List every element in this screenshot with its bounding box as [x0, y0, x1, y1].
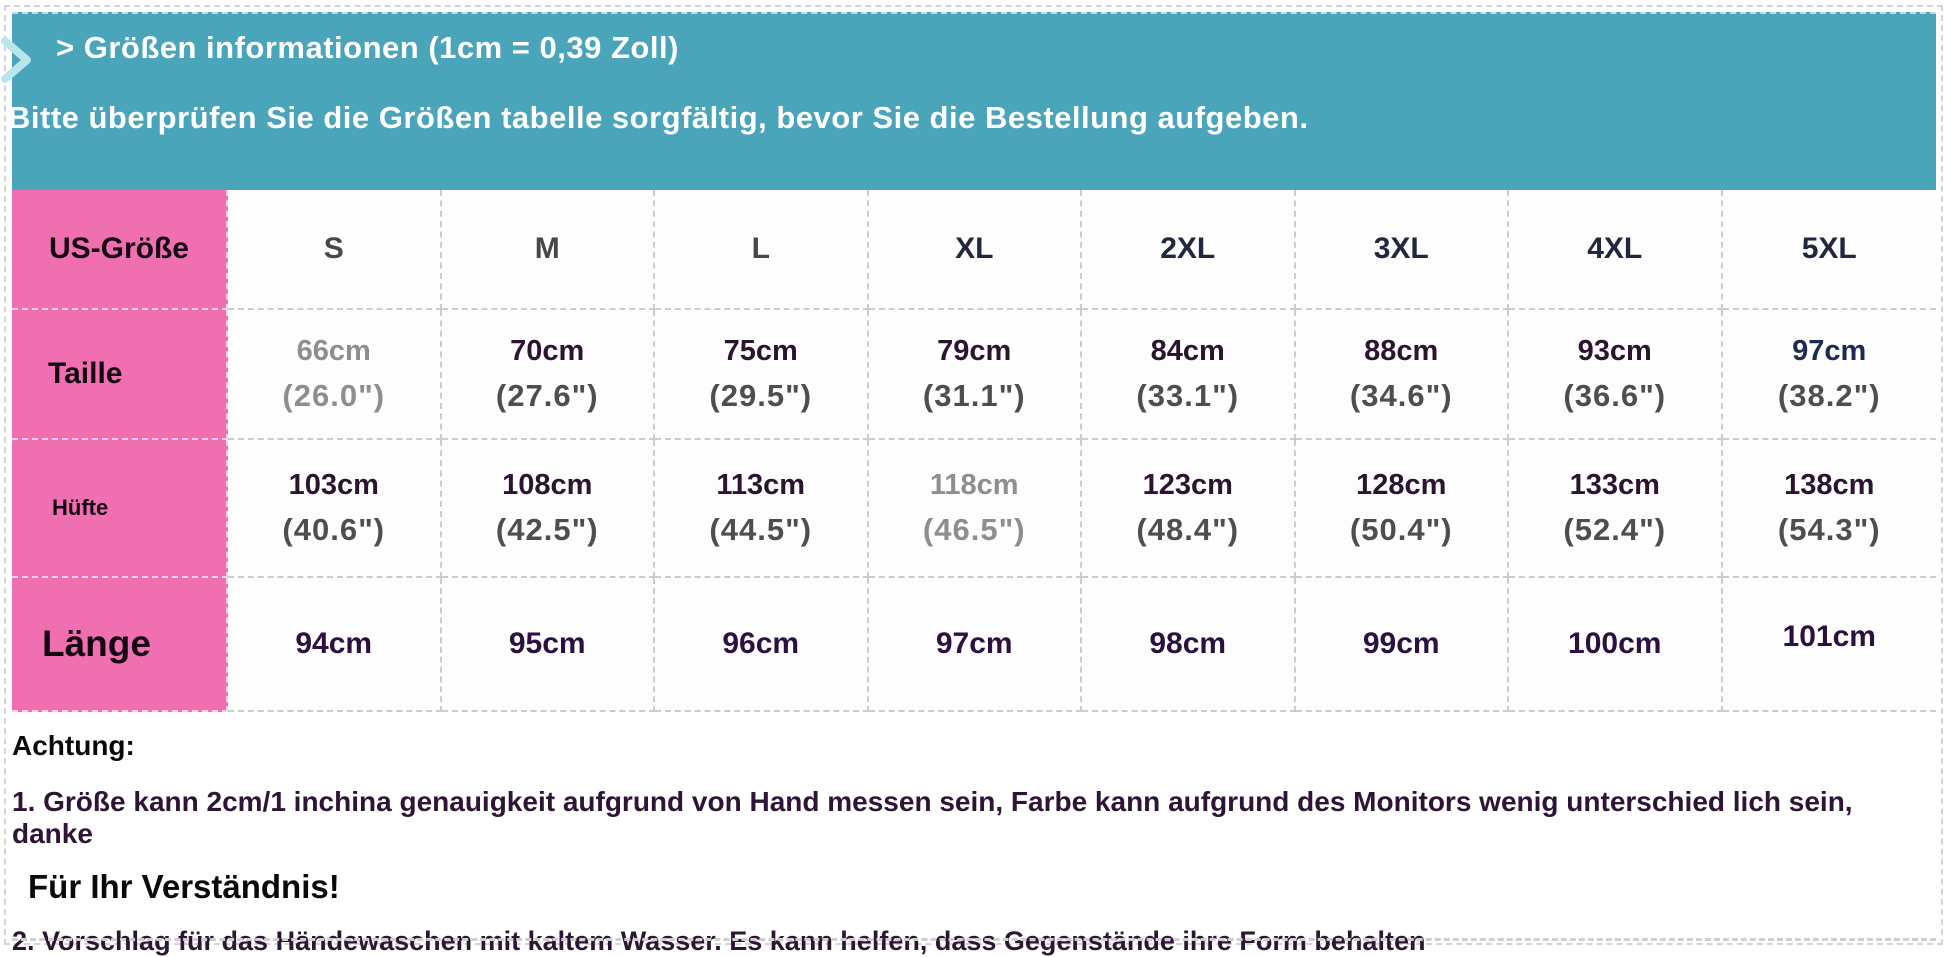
waist-inch: (38.2") — [1777, 377, 1881, 413]
notes-heading: Achtung: — [12, 730, 135, 761]
row-label-length: Länge — [12, 578, 228, 712]
hip-cm: 128cm — [1356, 468, 1447, 501]
waist-cm: 75cm — [723, 334, 798, 367]
waist-inch: (36.6") — [1563, 377, 1667, 413]
length-cm: 100cm — [1568, 627, 1662, 660]
waist-inch: (31.1") — [922, 377, 1026, 413]
waist-cell: 79cm (31.1") — [868, 310, 1082, 440]
length-cm: 98cm — [1149, 627, 1227, 660]
waist-cm: 79cm — [937, 334, 1012, 367]
waist-cell: 97cm (38.2") — [1722, 310, 1936, 440]
hip-cell: 138cm (54.3") — [1722, 440, 1936, 578]
hip-inch: (52.4") — [1563, 511, 1667, 547]
length-cm: 95cm — [508, 627, 586, 660]
corner-header: US-Größe — [12, 190, 228, 310]
hip-inch: (50.4") — [1349, 511, 1453, 547]
length-cell: 100cm — [1509, 578, 1723, 712]
length-cm: 101cm — [1782, 620, 1876, 653]
length-cell: 97cm — [868, 578, 1082, 712]
hip-cell: 123cm (48.4") — [1082, 440, 1296, 578]
size-header: 2XL — [1082, 190, 1296, 310]
waist-inch: (29.5") — [709, 377, 813, 413]
hip-cell: 103cm (40.6") — [228, 440, 442, 578]
length-cell: 95cm — [441, 578, 655, 712]
banner-title: > Größen informationen (1cm = 0,39 Zoll) — [56, 30, 679, 65]
hip-cell: 133cm (52.4") — [1509, 440, 1723, 578]
waist-inch: (34.6") — [1349, 377, 1453, 413]
size-header: 4XL — [1509, 190, 1723, 310]
waist-cell: 93cm (36.6") — [1509, 310, 1723, 440]
size-header: XL — [868, 190, 1082, 310]
hip-inch: (54.3") — [1777, 511, 1881, 547]
waist-inch: (26.0") — [282, 377, 386, 413]
hip-inch: (48.4") — [1136, 511, 1240, 547]
hip-cm: 123cm — [1142, 468, 1233, 501]
length-cm: 96cm — [722, 627, 800, 660]
hip-cm: 103cm — [288, 468, 379, 501]
size-table: US-Größe S M L XL 2XL 3XL 4XL 5XL Taille… — [12, 190, 1936, 712]
hip-inch: (42.5") — [495, 511, 599, 547]
length-cm: 94cm — [295, 627, 373, 660]
note-2: 2. Vorschlag für das Händewaschen mit ka… — [12, 926, 1426, 956]
size-header: S — [228, 190, 442, 310]
hip-cm: 108cm — [502, 468, 593, 501]
length-cm: 99cm — [1362, 627, 1440, 660]
length-cm: 97cm — [935, 627, 1013, 660]
waist-inch: (33.1") — [1136, 377, 1240, 413]
banner-subtitle: Bitte überprüfen Sie die Größen tabelle … — [8, 100, 1309, 135]
size-header: 5XL — [1722, 190, 1936, 310]
length-cell: 98cm — [1082, 578, 1296, 712]
length-cell: 101cm — [1722, 578, 1936, 712]
hip-cm: 138cm — [1784, 468, 1875, 501]
hip-inch: (40.6") — [282, 511, 386, 547]
waist-cm: 97cm — [1792, 334, 1867, 367]
hip-cell: 113cm (44.5") — [655, 440, 869, 578]
hip-inch: (44.5") — [709, 511, 813, 547]
hip-cm: 133cm — [1569, 468, 1660, 501]
row-label-hip: Hüfte — [12, 440, 228, 578]
waist-cell: 70cm (27.6") — [441, 310, 655, 440]
notes-section: Achtung: 1. Größe kann 2cm/1 inchina gen… — [12, 712, 1936, 957]
waist-cm: 84cm — [1150, 334, 1225, 367]
waist-cm: 93cm — [1577, 334, 1652, 367]
hip-cell: 108cm (42.5") — [441, 440, 655, 578]
note-emphasis: Für Ihr Verständnis! — [28, 868, 340, 905]
length-cell: 99cm — [1295, 578, 1509, 712]
bottom-divider — [12, 938, 1936, 941]
hip-inch: (46.5") — [922, 511, 1026, 547]
waist-inch: (27.6") — [495, 377, 599, 413]
note-1: 1. Größe kann 2cm/1 inchina genauigkeit … — [12, 786, 1853, 849]
size-header: M — [441, 190, 655, 310]
hip-cm: 113cm — [716, 468, 806, 501]
waist-cm: 88cm — [1364, 334, 1439, 367]
size-header: L — [655, 190, 869, 310]
hip-cell: 128cm (50.4") — [1295, 440, 1509, 578]
length-cell: 96cm — [655, 578, 869, 712]
size-header: 3XL — [1295, 190, 1509, 310]
row-label-waist: Taille — [12, 310, 228, 440]
chevron-right-icon — [0, 36, 36, 89]
length-cell: 94cm — [228, 578, 442, 712]
hip-cell: 118cm (46.5") — [868, 440, 1082, 578]
size-info-banner: > Größen informationen (1cm = 0,39 Zoll)… — [1, 12, 1936, 190]
waist-cell: 88cm (34.6") — [1295, 310, 1509, 440]
hip-cm: 118cm — [929, 468, 1019, 501]
waist-cell: 84cm (33.1") — [1082, 310, 1296, 440]
waist-cm: 70cm — [510, 334, 585, 367]
waist-cell: 66cm (26.0") — [228, 310, 442, 440]
waist-cm: 66cm — [296, 334, 371, 367]
waist-cell: 75cm (29.5") — [655, 310, 869, 440]
